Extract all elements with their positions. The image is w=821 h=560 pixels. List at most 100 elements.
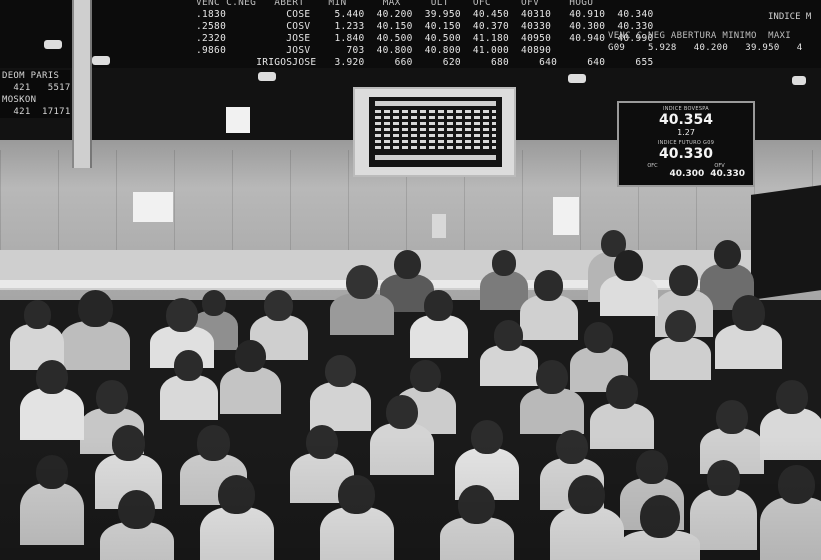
trader-head [556, 430, 588, 464]
ticker-board: VENC C.NEG ABERT MIN MAX ULT OFC OFV HOG… [0, 0, 821, 68]
trader-body [590, 403, 654, 449]
trader-head [640, 495, 680, 538]
trader-body [410, 315, 468, 358]
trader-figure [590, 375, 654, 449]
trader-figure [95, 425, 163, 509]
ticker-row: .1830 COSE 5.440 40.200 39.950 40.450 40… [196, 9, 654, 20]
trader-head [166, 298, 198, 332]
ticker-header: VENC C.NEG ABERT MIN MAX ULT OFC OFV HOG… [196, 0, 594, 8]
quote-monitor-screen [369, 97, 502, 167]
trader-body [650, 336, 711, 380]
trader-head [492, 250, 516, 276]
trader-head [606, 375, 638, 409]
trader-head [778, 465, 816, 505]
index-value-ofv: 40.330 [710, 169, 745, 179]
index-label-ofc: OFC [647, 163, 658, 169]
trader-head [111, 425, 146, 461]
world-clock-board: DEOM PARIS 421 5517 MOSKON 421 17171 [0, 70, 70, 118]
quote-monitor [353, 87, 516, 177]
trader-crowd [0, 230, 821, 560]
trader-head [614, 250, 644, 281]
city-row: 421 5517 [2, 83, 71, 93]
trader-head [218, 475, 256, 515]
trader-figure [320, 475, 394, 560]
trader-figure [520, 360, 584, 434]
trader-figure [310, 355, 371, 431]
trader-figure [160, 350, 218, 420]
wall-intercom [432, 214, 446, 238]
trader-body [200, 507, 274, 560]
trader-figure [100, 490, 174, 560]
wall-notice [553, 197, 579, 235]
trader-body [760, 408, 821, 460]
trader-figure [330, 265, 394, 335]
trader-figure [760, 380, 821, 460]
camera-icon [44, 40, 62, 49]
support-pillar [72, 0, 92, 168]
trader-head [174, 350, 204, 381]
trader-body [160, 375, 218, 420]
trader-figure [550, 475, 624, 560]
trader-head [410, 360, 441, 393]
trader-head [776, 380, 808, 414]
ticker-row: .2580 COSV 1.233 40.150 40.150 40.370 40… [196, 21, 654, 32]
trader-figure [250, 290, 308, 360]
trader-body [20, 483, 84, 545]
trader-head [458, 485, 496, 525]
trader-head [118, 490, 156, 530]
trader-figure [600, 250, 658, 316]
trader-head [713, 240, 741, 269]
trader-body [370, 423, 434, 475]
index-label-top: INDICE BOVESPA [662, 106, 710, 112]
trader-head [386, 395, 418, 429]
trader-figure [290, 425, 354, 503]
trader-body [440, 517, 514, 560]
trader-head [568, 475, 606, 515]
trader-head [264, 290, 294, 321]
trader-head [393, 250, 421, 279]
trader-body [520, 388, 584, 434]
trader-body [600, 275, 658, 316]
city-row: DEOM PARIS [2, 71, 60, 81]
index-value-mid: 40.330 [658, 146, 714, 162]
ticker-row: .2320 JOSE 1.840 40.500 40.500 41.180 40… [196, 33, 654, 44]
trader-figure [150, 298, 214, 368]
index-label-mid: INDICE FUTURO G09 [657, 140, 715, 146]
trader-body [220, 366, 281, 414]
trader-head [584, 322, 614, 353]
trader-head [36, 455, 68, 489]
trader-body [520, 295, 578, 340]
trader-head [96, 380, 128, 414]
trader-head [325, 355, 356, 388]
trader-figure [760, 465, 821, 560]
trader-head [196, 425, 231, 461]
trader-head [306, 425, 338, 459]
trader-head [424, 290, 454, 321]
trader-head [346, 265, 378, 299]
ticker-board-right-section: INDICE M VENC C.NEG ABERTURA MINIMO MAXI… [608, 12, 821, 54]
trader-body [320, 507, 394, 560]
trader-head [669, 265, 699, 296]
trader-figure [715, 295, 783, 369]
trader-figure [20, 360, 84, 440]
index-label-ofv: OFV [714, 163, 725, 169]
wall-notice [133, 192, 173, 222]
camera-icon [258, 72, 276, 81]
trader-head [716, 400, 748, 434]
index-display: INDICE BOVESPA 40.354 1.27 INDICE FUTURO… [617, 101, 755, 187]
trader-head [202, 290, 226, 316]
trader-body [690, 489, 758, 550]
trader-figure [480, 250, 528, 310]
trader-body [715, 324, 783, 369]
trader-figure [60, 290, 131, 370]
trader-head [706, 460, 741, 496]
ticker-index-label: INDICE M [768, 12, 812, 22]
trader-figure [220, 340, 281, 414]
wall-box [226, 107, 250, 133]
trader-figure [690, 460, 758, 550]
trader-body [330, 293, 394, 335]
trader-figure [650, 310, 711, 380]
trader-figure [620, 495, 700, 560]
trader-head [338, 475, 376, 515]
trader-head [77, 290, 113, 328]
